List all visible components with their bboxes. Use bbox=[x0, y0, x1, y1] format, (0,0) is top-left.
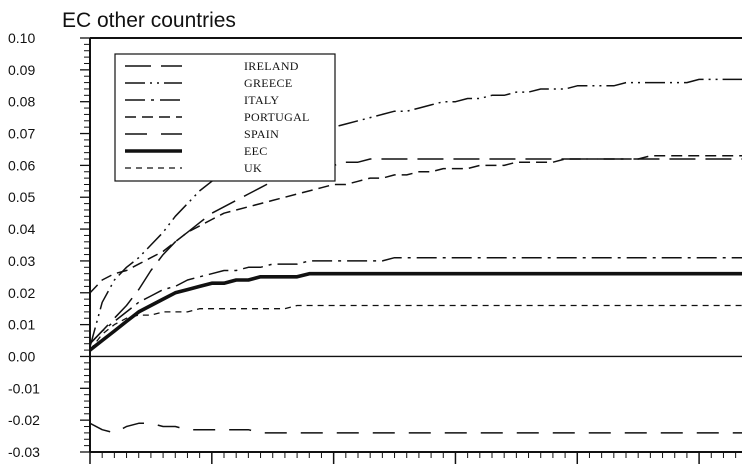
series-line-eec bbox=[90, 271, 742, 352]
y-tick-label: 0.00 bbox=[8, 348, 35, 364]
y-tick-label: 0.01 bbox=[8, 317, 35, 333]
y-axis-ticks: 0.10 0.09 0.08 0.07 0.06 0.05 0.04 0.03 0.02 0.01… bbox=[8, 30, 90, 460]
legend-label-portugal: PORTUGAL bbox=[244, 110, 310, 124]
y-tick-label: -0.01 bbox=[8, 380, 40, 396]
series-line-portugal bbox=[90, 155, 742, 294]
legend-label-ireland: IRELAND bbox=[244, 59, 299, 73]
y-tick-label: 0.03 bbox=[8, 253, 35, 269]
y-tick-label: 0.08 bbox=[8, 94, 35, 110]
series-line-uk bbox=[90, 304, 742, 351]
y-tick-label: 0.04 bbox=[8, 221, 35, 237]
chart-title: EC other countries bbox=[62, 9, 236, 32]
y-tick-label: 0.06 bbox=[8, 157, 35, 173]
plot-frame bbox=[89, 37, 742, 453]
legend-label-greece: GREECE bbox=[244, 76, 292, 90]
series-line-greece bbox=[90, 78, 742, 348]
series-line-spain bbox=[90, 422, 742, 434]
legend-label-spain: SPAIN bbox=[244, 127, 279, 141]
series-line-italy bbox=[90, 256, 742, 345]
legend: IRELAND GREECE ITALY PORTUGAL SPAIN EEC UK bbox=[114, 53, 336, 182]
series-line-ireland bbox=[90, 158, 742, 345]
y-tick-label: 0.10 bbox=[8, 30, 35, 46]
y-tick-label: 0.05 bbox=[8, 189, 35, 205]
legend-label-italy: ITALY bbox=[244, 93, 279, 107]
y-tick-label: 0.09 bbox=[8, 62, 35, 78]
y-tick-label: -0.02 bbox=[8, 412, 40, 428]
legend-label-eec: EEC bbox=[244, 144, 268, 158]
y-tick-label: 0.02 bbox=[8, 285, 35, 301]
legend-label-uk: UK bbox=[244, 161, 262, 175]
y-tick-label: 0.07 bbox=[8, 126, 35, 142]
y-tick-label: -0.03 bbox=[8, 444, 40, 460]
series-group bbox=[90, 78, 742, 434]
x-axis-ticks bbox=[89, 452, 737, 464]
